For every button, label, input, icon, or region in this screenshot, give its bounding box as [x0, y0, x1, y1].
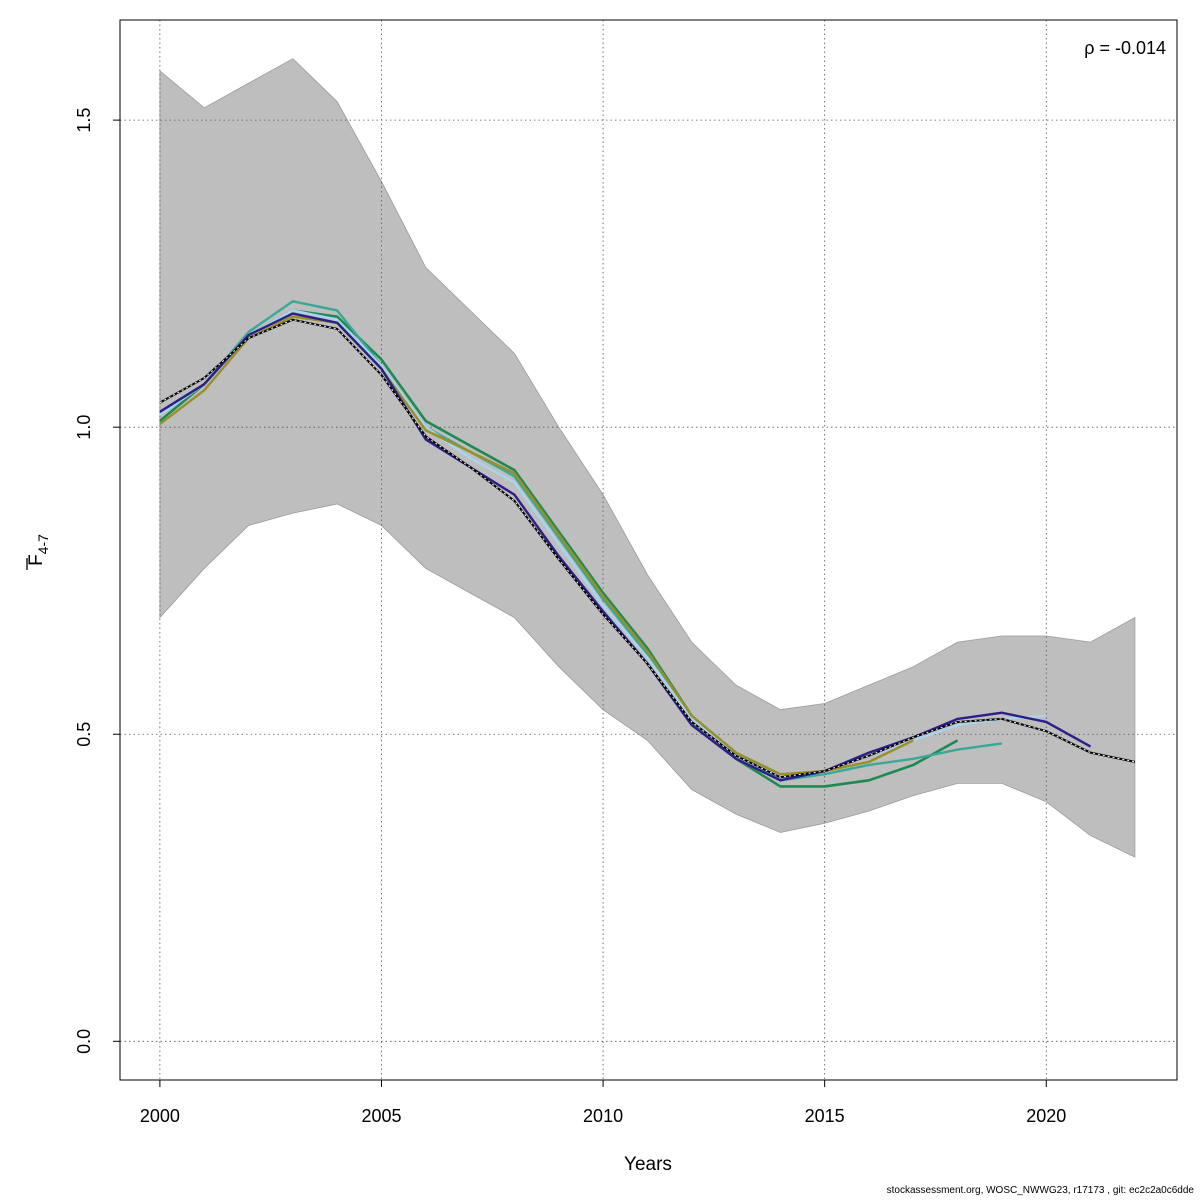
y-axis-title: F4-7 [26, 534, 51, 570]
y-axis-title-sub: 4-7 [35, 534, 51, 554]
x-tick-label: 2005 [361, 1106, 401, 1126]
series-line-3 [159, 315, 914, 776]
confidence-band [159, 58, 1136, 858]
y-tick-label: 1.0 [74, 415, 94, 440]
x-tick-label: 2015 [805, 1106, 845, 1126]
series-line-1 [159, 300, 1003, 782]
y-tick-label: 0.5 [74, 722, 94, 747]
series-layer [159, 300, 1136, 788]
y-tick-label: 0.0 [74, 1029, 94, 1054]
svg-text:F4-7: F4-7 [26, 534, 51, 566]
x-tick-label: 2020 [1026, 1106, 1066, 1126]
x-axis-title: Years [624, 1154, 672, 1175]
footer-credit: stockassessment.org, WOSC_NWWG23, r17173… [886, 1185, 1194, 1196]
series-line-4 [159, 312, 1092, 782]
axis-layer: 2000 2005 2010 2015 2020 0.0 0.5 1.0 1.5 [74, 108, 1066, 1126]
x-tick-label: 2010 [583, 1106, 623, 1126]
grid-layer [120, 20, 1177, 1080]
confidence-band-layer [159, 58, 1136, 858]
x-tick-label: 2000 [140, 1106, 180, 1126]
y-tick-label: 1.5 [74, 108, 94, 133]
series-line-base [159, 318, 1136, 779]
rho-annotation: ρ = -0.014 [1084, 38, 1166, 58]
series-line-2 [159, 309, 1047, 779]
y-axis-title-main: F [26, 554, 47, 566]
